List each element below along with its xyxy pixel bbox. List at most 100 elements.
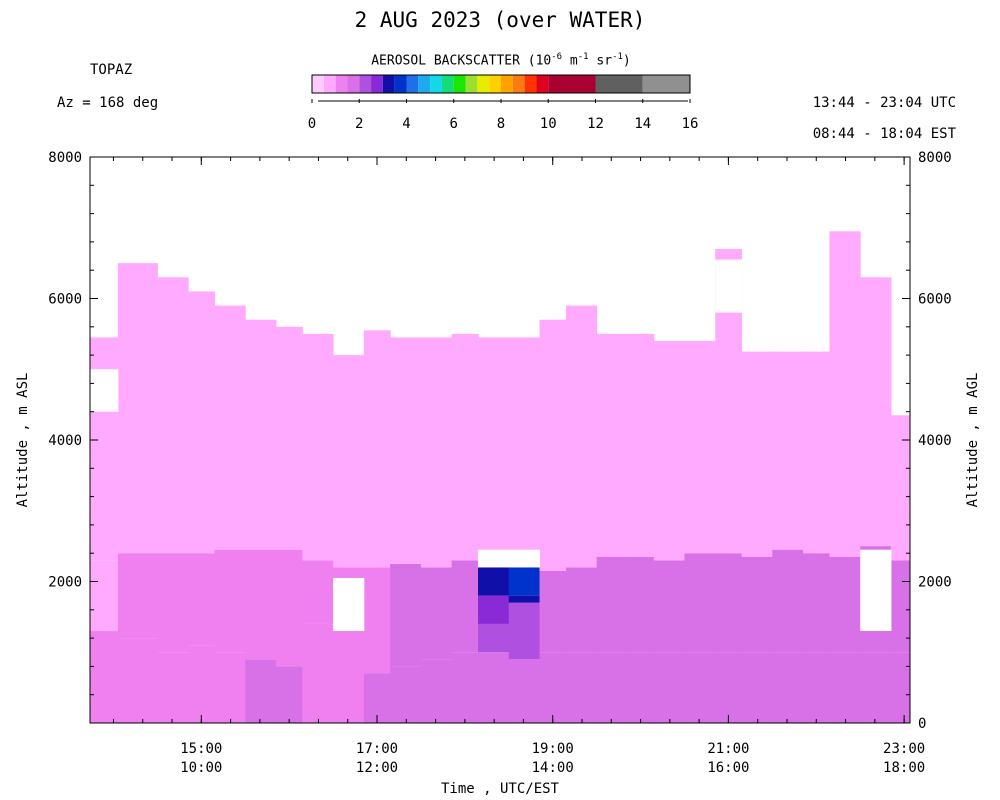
heatmap-cell xyxy=(715,553,743,653)
y-tick-label-right: 8000 xyxy=(918,150,952,166)
heatmap-cell xyxy=(333,355,365,568)
heatmap-cell xyxy=(741,652,773,723)
y-tick-label-right: 0 xyxy=(918,716,926,732)
colorbar-swatch xyxy=(453,75,466,93)
y-axis-label-left: Altitude , m ASL xyxy=(15,373,31,508)
colorbar-swatch xyxy=(501,75,513,93)
heatmap-cell xyxy=(90,560,119,632)
heatmap-cell xyxy=(565,567,598,653)
heatmap-cell xyxy=(275,326,303,550)
station-name: TOPAZ xyxy=(90,62,133,78)
heatmap-cell xyxy=(653,560,685,653)
heatmap-cell xyxy=(390,337,422,564)
heatmap-cell xyxy=(302,333,334,561)
heatmap-cell xyxy=(715,652,743,723)
x-tick-label-est: 10:00 xyxy=(180,760,222,776)
colorbar-tick-label: 6 xyxy=(450,116,458,132)
heatmap-cell xyxy=(508,595,541,603)
y-tick-label-left: 4000 xyxy=(48,433,82,449)
heatmap-cell xyxy=(860,277,892,547)
heatmap-cell xyxy=(390,563,422,667)
heatmap-cell xyxy=(539,570,567,653)
colorbar-swatch xyxy=(418,75,431,93)
colorbar-swatch xyxy=(312,75,324,93)
heatmap-cell xyxy=(596,556,628,653)
colorbar-tick-label: 0 xyxy=(308,116,316,132)
colorbar-tick-label: 12 xyxy=(587,116,604,132)
heatmap-cell xyxy=(803,553,830,653)
heatmap-cell xyxy=(508,337,541,568)
y-tick-label-left: 6000 xyxy=(48,292,82,308)
heatmap-cell xyxy=(741,351,773,557)
heatmap-cell xyxy=(803,652,830,723)
heatmap-cell xyxy=(684,340,716,554)
colorbar-swatch xyxy=(394,75,407,93)
colorbar-swatch xyxy=(371,75,383,93)
colorbar-swatch xyxy=(382,75,395,93)
colorbar-exponent-1: -6 xyxy=(551,52,563,62)
heatmap-cell xyxy=(508,602,541,660)
heatmap-cell xyxy=(860,652,892,723)
colorbar-tick-label: 8 xyxy=(497,116,505,132)
heatmap-cell xyxy=(157,652,189,723)
heatmap-cell xyxy=(478,567,510,596)
heatmap-cell xyxy=(565,652,598,723)
heatmap-cell xyxy=(157,277,189,554)
x-tick-label-est: 16:00 xyxy=(707,760,749,776)
colorbar-tick-label: 10 xyxy=(540,116,557,132)
heatmap-cell xyxy=(508,659,541,723)
heatmap-cell xyxy=(390,666,422,723)
heatmap-cell xyxy=(214,305,246,550)
heatmap-cell xyxy=(539,319,567,571)
x-tick-label-est: 14:00 xyxy=(532,760,574,776)
heatmap-cell xyxy=(596,333,628,557)
heatmap-cell xyxy=(245,659,277,723)
heatmap-cell xyxy=(275,549,303,667)
heatmap-cell xyxy=(596,652,628,723)
data-gap xyxy=(715,259,743,313)
heatmap-cell xyxy=(803,351,830,554)
heatmap-cell xyxy=(188,291,215,554)
data-gap xyxy=(860,549,892,632)
heatmap-cell xyxy=(653,652,685,723)
heatmap-cell xyxy=(565,305,598,568)
y-tick-label-left: 2000 xyxy=(48,575,82,591)
heatmap-cell xyxy=(302,560,334,624)
y-tick-label-right: 4000 xyxy=(918,433,952,449)
heatmap-cell xyxy=(653,340,685,561)
colorbar-swatch xyxy=(430,75,442,93)
heatmap-cell xyxy=(539,652,567,723)
heatmap-cell xyxy=(363,673,391,723)
heatmap-cell xyxy=(478,652,510,723)
colorbar-swatch xyxy=(406,75,419,93)
data-gap xyxy=(90,369,119,412)
colorbar-swatch xyxy=(347,75,360,93)
heatmap-cell xyxy=(451,333,479,561)
x-tick-label-est: 18:00 xyxy=(883,760,925,776)
colorbar-title-sr: sr xyxy=(588,53,613,69)
heatmap-cell xyxy=(214,549,246,653)
heatmap-cell xyxy=(420,659,453,723)
colorbar-exponent-2: -1 xyxy=(577,52,589,62)
colorbar-swatch xyxy=(441,75,454,93)
heatmap-cell xyxy=(117,638,158,723)
heatmap-cell xyxy=(890,415,911,561)
colorbar-swatch xyxy=(465,75,478,93)
heatmap-cell xyxy=(890,652,911,723)
colorbar-exponent-3: -1 xyxy=(612,52,623,62)
data-gap xyxy=(333,577,365,632)
colorbar-swatch xyxy=(642,75,690,93)
heatmap-cell xyxy=(245,549,277,660)
heatmap-cell xyxy=(188,553,215,646)
azimuth-label: Az = 168 deg xyxy=(57,95,159,111)
heatmap-cell xyxy=(478,337,510,568)
x-tick-label-utc: 21:00 xyxy=(707,741,749,757)
colorbar-swatch xyxy=(477,75,490,93)
heatmap-cell xyxy=(772,549,804,653)
heatmap-cell xyxy=(741,556,773,653)
heatmap-cell xyxy=(363,567,391,674)
x-axis-label: Time , UTC/EST xyxy=(441,781,560,797)
heatmap-cell xyxy=(829,556,861,653)
colorbar: 0 2 4 6 8 10 12 14 16 xyxy=(308,74,698,132)
